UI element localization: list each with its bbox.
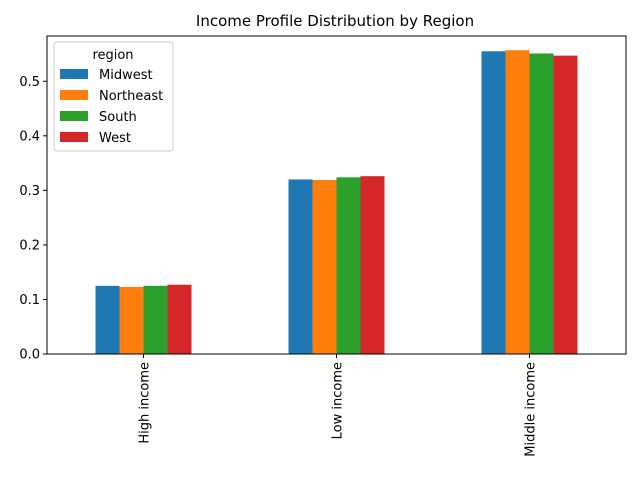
x-tick-label: Middle income	[524, 362, 539, 457]
chart-title: Income Profile Distribution by Region	[196, 12, 474, 30]
bar-west-middle-income	[553, 55, 578, 355]
y-axis: 0.0 0.1 0.2 0.3 0.4 0.5	[19, 75, 47, 363]
x-axis: High income Low income Middle income	[138, 354, 539, 457]
legend-swatch-northeast	[60, 90, 88, 100]
legend-label-west: West	[99, 131, 131, 146]
legend-label-midwest: Midwest	[99, 68, 153, 83]
bar-midwest-high-income	[95, 285, 120, 354]
y-tick-label: 0.0	[19, 348, 40, 363]
legend-label-northeast: Northeast	[99, 89, 163, 104]
y-tick-label: 0.1	[19, 293, 40, 308]
bar-west-low-income	[360, 176, 385, 354]
y-tick-label: 0.2	[19, 238, 40, 253]
legend: region Midwest Northeast South West	[53, 41, 174, 152]
y-tick-label: 0.4	[19, 129, 40, 144]
legend-swatch-south	[60, 111, 88, 121]
x-tick-label: High income	[138, 362, 153, 444]
bars-layer	[95, 50, 578, 355]
bar-south-low-income	[336, 177, 361, 354]
x-tick-label: Low income	[331, 362, 346, 439]
legend-label-south: South	[99, 110, 137, 125]
legend-title: region	[92, 48, 133, 63]
legend-swatch-midwest	[60, 69, 88, 79]
bar-south-middle-income	[529, 53, 554, 355]
y-tick-label: 0.5	[19, 75, 40, 90]
bar-south-high-income	[143, 285, 168, 354]
bar-northeast-high-income	[119, 286, 144, 354]
bar-west-high-income	[167, 284, 192, 354]
bar-northeast-low-income	[312, 180, 337, 354]
y-tick-label: 0.3	[19, 184, 40, 199]
bar-midwest-middle-income	[481, 51, 506, 354]
legend-swatch-west	[60, 132, 88, 142]
bar-northeast-middle-income	[505, 50, 530, 354]
bar-midwest-low-income	[288, 179, 313, 354]
